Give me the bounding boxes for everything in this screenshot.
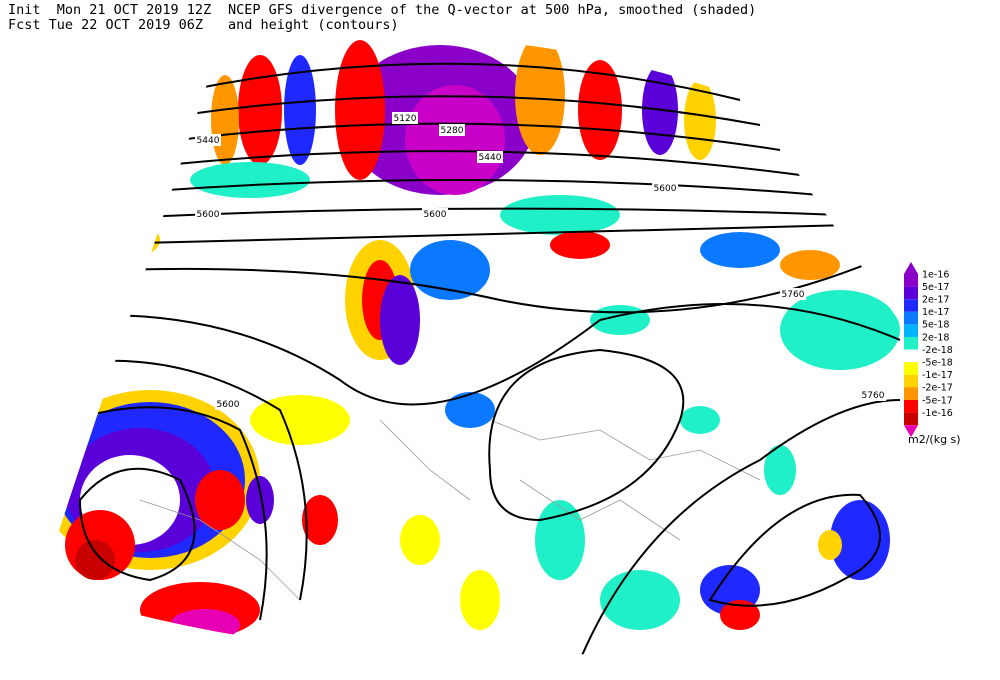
map-title: NCEP GFS divergence of the Q-vector at 5… xyxy=(228,2,756,18)
borders xyxy=(139,419,761,601)
colorbar-swatch xyxy=(904,286,918,300)
colorbar-swatch xyxy=(904,324,918,337)
contour-labels: 5440 5120 5280 5440 5600 5600 5600 5760 5760 5600 xyxy=(195,112,886,410)
colorbar-label: -1e-16 xyxy=(922,408,953,419)
colorbar-label: -5e-18 xyxy=(922,358,953,369)
colorbar-label: -2e-17 xyxy=(922,383,953,394)
colorbar-swatch xyxy=(904,400,918,413)
contour-label: 5600 xyxy=(217,400,240,410)
contour-label: 5600 xyxy=(197,210,220,220)
contour-label-bg xyxy=(439,124,465,136)
colorbar-label: -1e-17 xyxy=(922,370,953,381)
contour-label: 5440 xyxy=(479,153,502,163)
colorbar-label: 1e-17 xyxy=(922,307,949,318)
colorbar-unit: m2/(kg s) xyxy=(908,433,961,446)
colorbar-label: 5e-18 xyxy=(922,320,949,331)
contour-label-bg xyxy=(392,112,418,124)
map-subtitle: and height (contours) xyxy=(228,17,399,33)
contour-label: 5120 xyxy=(394,114,417,124)
colorbar-swatch xyxy=(904,337,918,350)
colorbar-label: 5e-17 xyxy=(922,282,949,293)
colorbar-swatch xyxy=(904,349,918,363)
colorbar-swatch xyxy=(904,274,918,287)
colorbar-arrow-bottom xyxy=(904,425,918,438)
contour-label-bg xyxy=(477,151,503,163)
colorbar-swatch xyxy=(904,374,918,388)
colorbar-label: 1e-16 xyxy=(922,269,949,280)
colorbar-swatch xyxy=(904,412,918,426)
contours xyxy=(40,62,901,658)
colorbar-label: 2e-18 xyxy=(922,332,949,343)
contour-label-bg xyxy=(195,134,221,146)
colorbar-arrow-top xyxy=(904,262,918,274)
contour-label: 5600 xyxy=(424,210,447,220)
contour-label: 5440 xyxy=(197,136,220,146)
colorbar-swatch xyxy=(904,387,918,400)
contour-label-bg xyxy=(215,398,241,410)
contour-label-bg xyxy=(860,389,886,401)
init-time: Init Mon 21 OCT 2019 12Z xyxy=(8,2,211,18)
contour-label-bg xyxy=(780,288,806,300)
contour-label: 5280 xyxy=(441,126,464,136)
contour-label-bg xyxy=(195,208,221,220)
contour-label-bg xyxy=(422,208,448,220)
contour-label: 5600 xyxy=(654,184,677,194)
contour-label: 5760 xyxy=(782,290,805,300)
colorbar-swatch xyxy=(904,299,918,312)
colorbar-label: -2e-18 xyxy=(922,345,953,356)
colorbar-swatch xyxy=(904,362,918,375)
colorbar-label: -5e-17 xyxy=(922,395,953,406)
contour-label-bg xyxy=(652,182,678,194)
colorbar-swatch xyxy=(904,311,918,325)
colorbar-label: 2e-17 xyxy=(922,295,949,306)
forecast-time: Fcst Tue 22 OCT 2019 06Z xyxy=(8,17,203,33)
contour-label: 5760 xyxy=(862,391,885,401)
